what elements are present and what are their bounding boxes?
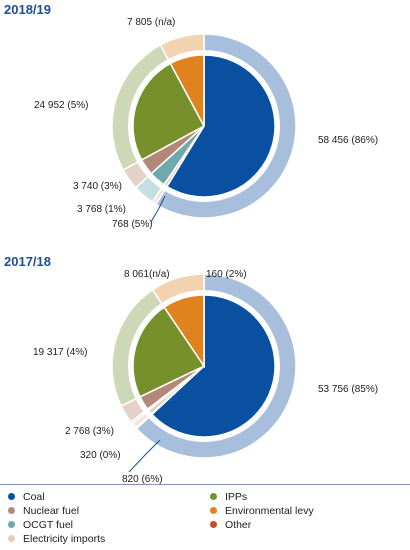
legend-swatch-other: [210, 520, 217, 528]
slice-ipps-2018-19: [132, 62, 206, 161]
leader-line-electricity-imports-2017-18: [128, 439, 161, 473]
slice-coal-2018-19: [165, 54, 276, 198]
data-label-ipps-2018-19: 24 952 (5%): [34, 100, 88, 111]
chart-title-2017-18: 2017/18: [4, 254, 51, 269]
data-label-nuclear-fuel-2018-19: 3 740 (3%): [73, 181, 122, 192]
legend-label-nuclear-fuel: Nuclear fuel: [23, 505, 80, 517]
legend-item-ocgt-fuel: OCGT fuel: [8, 519, 73, 531]
legend-swatch-electricity-imports: [8, 534, 15, 542]
legend-item-coal: Coal: [8, 491, 45, 503]
legend: Coal Nuclear fuel OCGT fuel Electricity …: [0, 484, 410, 545]
legend-label-electricity-imports: Electricity imports: [23, 533, 106, 545]
data-label-ocgt-fuel-2018-19: 3 768 (1%): [77, 204, 126, 215]
legend-item-other: Other: [210, 519, 251, 531]
legend-label-environmental-levy: Environmental levy: [225, 505, 314, 517]
legend-label-other: Other: [225, 519, 252, 531]
legend-label-ipps: IPPs: [225, 491, 248, 503]
data-label-other-2017-18: 160 (2%): [206, 269, 247, 280]
slice-coal-2017-18: [150, 294, 276, 438]
data-label-electricity-imports-2018-19: 768 (5%): [112, 219, 153, 230]
data-label-coal-2018-19: 58 456 (86%): [318, 135, 378, 146]
legend-swatch-coal: [8, 492, 15, 500]
legend-label-ocgt-fuel: OCGT fuel: [23, 519, 73, 531]
pie-chart-2017-18: 53 756 (85%) 2 768 (3%) 320 (0%) 820 (6%) 19…: [33, 269, 378, 484]
legend-swatch-ocgt-fuel: [8, 520, 15, 528]
legend-swatch-nuclear-fuel: [8, 506, 15, 514]
legend-label-coal: Coal: [23, 491, 45, 503]
ring-separator-2017-18: [128, 290, 280, 442]
data-label-nuclear-fuel-2017-18: 2 768 (3%): [65, 426, 114, 437]
legend-swatch-environmental-levy: [210, 506, 217, 514]
data-label-environmental-levy-2017-18: 8 061(n/a): [124, 269, 170, 280]
slice-ipps-2017-18: [132, 306, 206, 398]
legend-item-ipps: IPPs: [210, 491, 247, 503]
legend-item-environmental-levy: Environmental levy: [210, 505, 314, 517]
data-label-electricity-imports-2017-18: 820 (6%): [122, 474, 163, 484]
data-label-environmental-levy-2018-19: 7 805 (n/a): [127, 17, 175, 28]
legend-item-electricity-imports: Electricity imports: [8, 533, 105, 545]
leader-line-electricity-imports-2018-19: [150, 195, 166, 223]
data-label-ipps-2017-18: 19 317 (4%): [33, 347, 87, 358]
legend-swatch-ipps: [210, 492, 217, 500]
legend-item-nuclear-fuel: Nuclear fuel: [8, 505, 79, 517]
data-label-coal-2017-18: 53 756 (85%): [318, 384, 378, 395]
pie-chart-2018-19: 58 456 (86%) 3 740 (3%) 3 768 (1%) 768 (5%)…: [34, 17, 378, 230]
pie-charts: 58 456 (86%) 3 740 (3%) 3 768 (1%) 768 (5%)…: [33, 17, 378, 484]
chart-title-2018-19: 2018/19: [4, 2, 51, 17]
data-label-ocgt-fuel-2017-18: 320 (0%): [80, 450, 121, 461]
ring-separator-2018-19: [128, 50, 280, 202]
